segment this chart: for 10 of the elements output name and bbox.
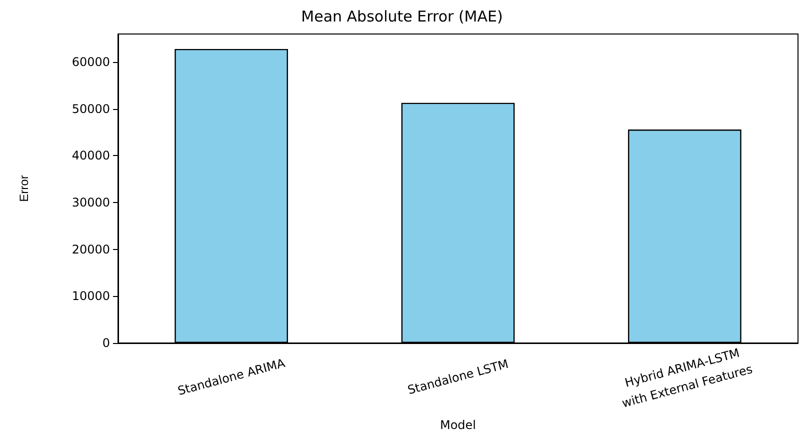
chart-title: Mean Absolute Error (MAE)	[301, 8, 503, 26]
y-tick-label: 50000	[72, 102, 110, 116]
y-tick-label: 10000	[72, 289, 110, 304]
y-axis-title: Error	[17, 175, 31, 202]
y-tick-label: 20000	[72, 242, 110, 256]
y-tick-label: 60000	[72, 55, 110, 70]
y-tick-label: 40000	[72, 148, 110, 163]
y-tick-label: 30000	[72, 196, 110, 210]
x-axis-title: Model	[440, 418, 476, 432]
y-tick-label: 0	[102, 336, 110, 350]
